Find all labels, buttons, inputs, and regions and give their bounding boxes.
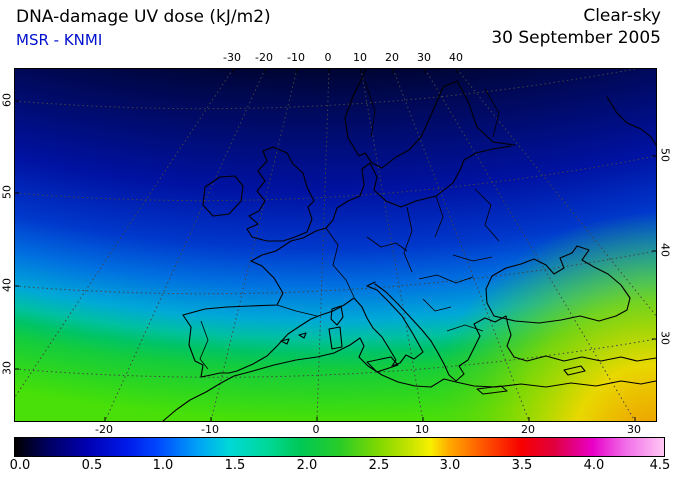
lon-tick-top: -20 (255, 51, 273, 64)
lat-tick-left: 30 (0, 361, 14, 375)
lon-tick-bottom: -10 (201, 423, 219, 436)
data-source-label: MSR - KNMI (16, 31, 103, 49)
coastline-path (246, 146, 315, 242)
island-sicily (366, 356, 399, 373)
coastline-path (202, 175, 244, 217)
lat-tick-right: 40 (658, 243, 672, 257)
lon-tick-top: 20 (385, 51, 399, 64)
colorbar-tick-label: 1.0 (152, 458, 174, 473)
island-crete (476, 385, 508, 395)
coastline-path (344, 69, 516, 169)
lat-tick-left: 50 (0, 185, 14, 199)
lon-tick-top: -30 (223, 51, 241, 64)
coastline-path (513, 355, 656, 362)
lon-tick-top: -10 (287, 51, 305, 64)
coastline-path (606, 96, 656, 146)
lon-tick-bottom: 20 (521, 423, 535, 436)
uv-heatmap (15, 69, 656, 421)
lon-tick-top: 30 (417, 51, 431, 64)
coastline-path (182, 297, 355, 378)
island-balearic (280, 338, 290, 345)
lat-tick-right: 30 (658, 331, 672, 345)
colorbar-tick-label: 4.5 (649, 458, 671, 473)
colorbar-tick-label: 4.0 (583, 458, 605, 473)
coastline-path (485, 245, 631, 324)
colorbar-gradient (14, 437, 665, 457)
lat-tick-left: 60 (0, 93, 14, 107)
island-corsica (330, 305, 344, 326)
lon-tick-bottom: -20 (95, 423, 113, 436)
lat-tick-left: 40 (0, 278, 14, 292)
graticule (15, 69, 656, 421)
island-sardinia (328, 326, 343, 350)
coastline-path (182, 145, 512, 316)
island-balearic (298, 332, 307, 339)
coastline-path (353, 281, 424, 367)
lon-tick-top: 0 (324, 51, 332, 64)
sky-condition: Clear-sky (583, 6, 661, 26)
colorbar-tick-label: 3.5 (511, 458, 533, 473)
map-date: 30 September 2005 (491, 28, 661, 48)
colorbar-tick-label: 1.5 (224, 458, 246, 473)
page-title: DNA-damage UV dose (kJ/m2) (16, 7, 271, 27)
colorbar-tick-label: 2.0 (296, 458, 318, 473)
coastline-path (162, 337, 656, 421)
uv-heatmap-frame (14, 68, 657, 422)
lon-tick-bottom: 30 (627, 423, 641, 436)
uv-dose-hotspot (15, 69, 656, 421)
colorbar-tick-label: 0.5 (81, 458, 103, 473)
lon-tick-bottom: 0 (312, 423, 320, 436)
country-borders (199, 80, 500, 370)
lon-tick-top: 40 (449, 51, 463, 64)
colorbar-tick-label: 0.0 (9, 458, 31, 473)
lon-tick-bottom: 10 (415, 423, 429, 436)
coastlines (162, 69, 656, 421)
lat-tick-right: 50 (658, 148, 672, 162)
island-cyprus (563, 365, 586, 376)
colorbar-tick-label: 2.5 (368, 458, 390, 473)
lon-tick-top: 10 (353, 51, 367, 64)
axis-tick-marks (15, 69, 656, 421)
colorbar-tick-label: 3.0 (439, 458, 461, 473)
